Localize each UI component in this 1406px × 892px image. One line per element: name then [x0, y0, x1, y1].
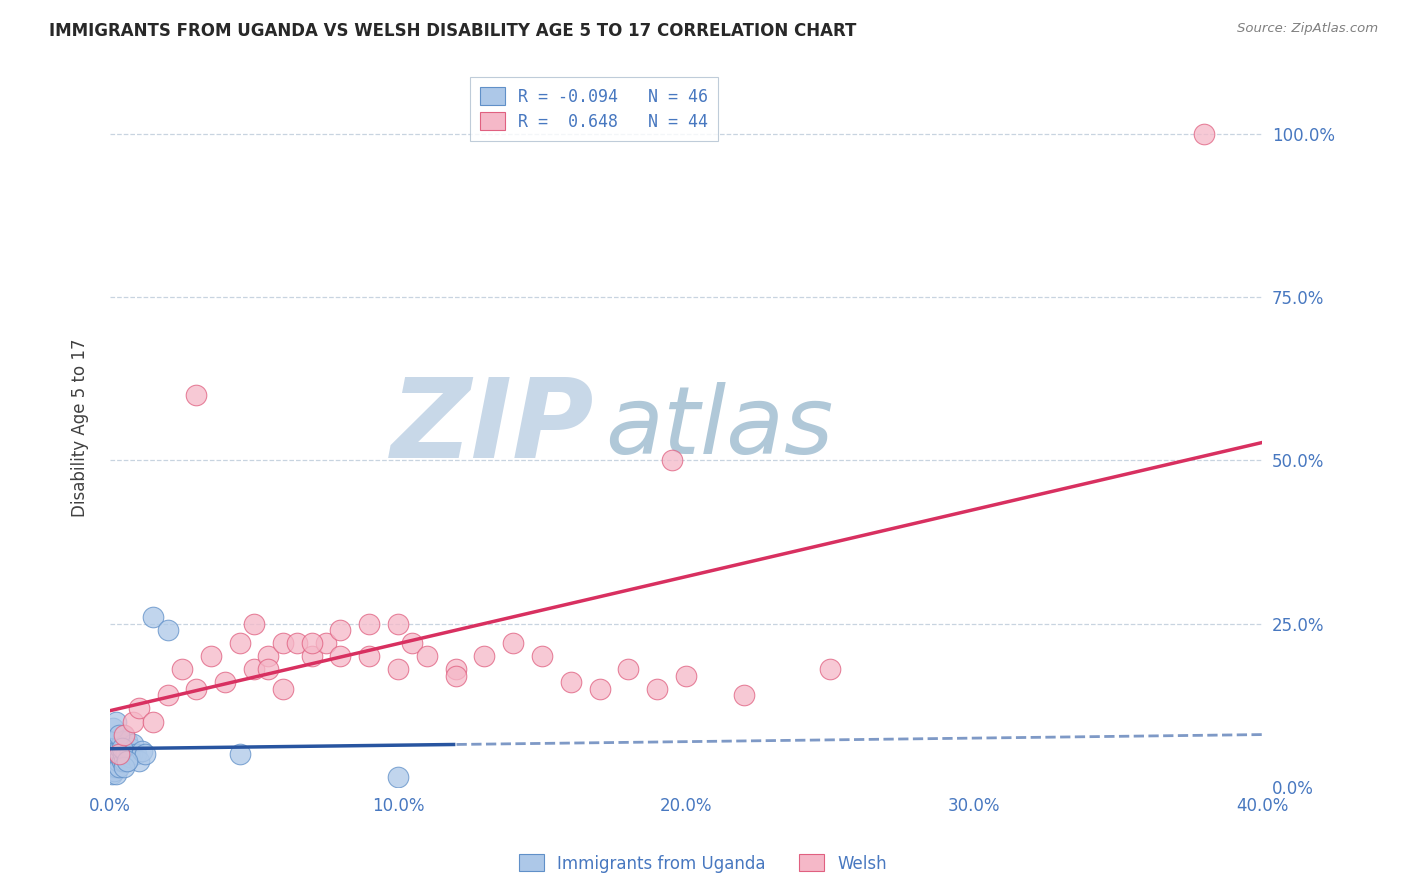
Point — [444, 662, 467, 676]
Point — [560, 675, 582, 690]
Text: IMMIGRANTS FROM UGANDA VS WELSH DISABILITY AGE 5 TO 17 CORRELATION CHART: IMMIGRANTS FROM UGANDA VS WELSH DISABILI… — [49, 22, 856, 40]
Point — [103, 764, 125, 778]
Point — [118, 747, 141, 762]
Point — [301, 636, 323, 650]
Point — [117, 754, 139, 768]
Point — [117, 754, 139, 768]
Point — [531, 649, 554, 664]
Point — [112, 747, 135, 762]
Point — [110, 754, 132, 768]
Point — [359, 649, 381, 664]
Point — [301, 649, 323, 664]
Point — [107, 731, 129, 745]
Point — [107, 728, 129, 742]
Point — [416, 649, 439, 664]
Point — [156, 623, 179, 637]
Point — [101, 754, 124, 768]
Point — [114, 754, 136, 768]
Point — [104, 754, 127, 768]
Point — [359, 616, 381, 631]
Point — [502, 636, 524, 650]
Point — [733, 689, 755, 703]
Point — [131, 744, 153, 758]
Legend: Immigrants from Uganda, Welsh: Immigrants from Uganda, Welsh — [512, 847, 894, 880]
Point — [661, 453, 683, 467]
Point — [387, 616, 409, 631]
Point — [329, 623, 352, 637]
Point — [588, 681, 610, 696]
Point — [271, 681, 294, 696]
Point — [121, 747, 143, 762]
Point — [243, 662, 266, 676]
Legend: R = -0.094   N = 46, R =  0.648   N = 44: R = -0.094 N = 46, R = 0.648 N = 44 — [470, 77, 718, 141]
Point — [675, 669, 697, 683]
Point — [114, 740, 136, 755]
Y-axis label: Disability Age 5 to 17: Disability Age 5 to 17 — [72, 338, 89, 517]
Point — [134, 747, 156, 762]
Point — [142, 714, 165, 729]
Point — [285, 636, 308, 650]
Point — [186, 681, 208, 696]
Point — [142, 610, 165, 624]
Point — [228, 636, 250, 650]
Point — [112, 728, 135, 742]
Point — [107, 744, 129, 758]
Point — [128, 701, 150, 715]
Point — [114, 760, 136, 774]
Point — [101, 760, 124, 774]
Point — [104, 740, 127, 755]
Point — [315, 636, 337, 650]
Point — [114, 728, 136, 742]
Point — [474, 649, 496, 664]
Point — [818, 662, 841, 676]
Point — [104, 714, 127, 729]
Point — [444, 669, 467, 683]
Point — [120, 750, 142, 764]
Point — [214, 675, 236, 690]
Point — [156, 689, 179, 703]
Point — [387, 770, 409, 784]
Point — [401, 636, 423, 650]
Point — [271, 636, 294, 650]
Point — [257, 662, 280, 676]
Point — [128, 754, 150, 768]
Point — [100, 766, 122, 780]
Point — [617, 662, 640, 676]
Point — [110, 740, 132, 755]
Point — [125, 747, 148, 762]
Point — [186, 388, 208, 402]
Point — [104, 760, 127, 774]
Point — [329, 649, 352, 664]
Point — [122, 738, 145, 752]
Point — [645, 681, 668, 696]
Point — [243, 616, 266, 631]
Point — [107, 760, 129, 774]
Point — [105, 766, 128, 780]
Point — [107, 747, 129, 762]
Point — [170, 662, 193, 676]
Point — [105, 747, 128, 762]
Text: Source: ZipAtlas.com: Source: ZipAtlas.com — [1237, 22, 1378, 36]
Point — [103, 747, 125, 762]
Point — [257, 649, 280, 664]
Point — [120, 740, 142, 755]
Point — [110, 734, 132, 748]
Text: atlas: atlas — [606, 382, 834, 473]
Point — [1194, 127, 1216, 141]
Point — [107, 754, 129, 768]
Point — [105, 734, 128, 748]
Point — [115, 747, 138, 762]
Point — [108, 750, 131, 764]
Point — [108, 740, 131, 755]
Text: ZIP: ZIP — [391, 374, 593, 481]
Point — [117, 734, 139, 748]
Point — [103, 756, 125, 771]
Point — [122, 714, 145, 729]
Point — [101, 721, 124, 735]
Point — [200, 649, 222, 664]
Point — [228, 747, 250, 762]
Point — [387, 662, 409, 676]
